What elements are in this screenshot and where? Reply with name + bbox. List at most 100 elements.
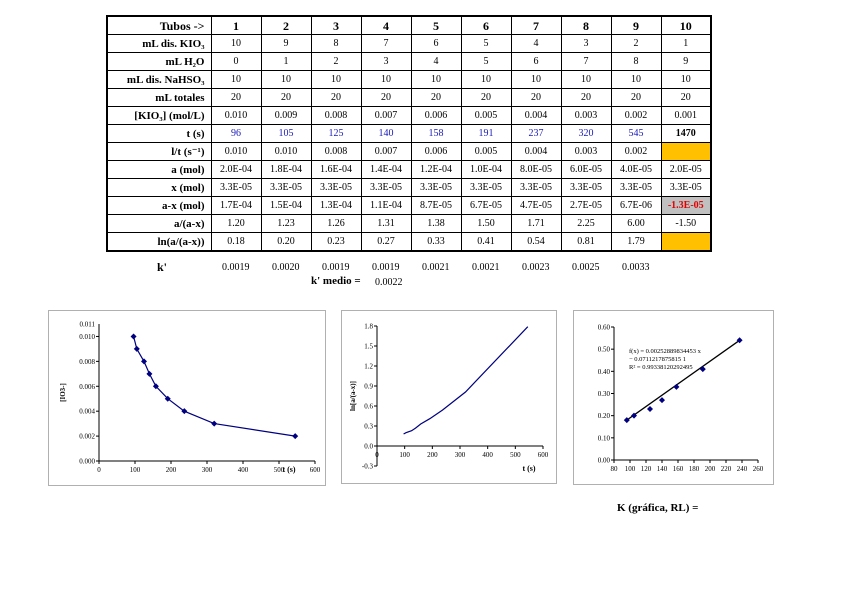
table-cell: 20 <box>660 88 712 107</box>
table-cell: 9 <box>260 34 312 53</box>
table-cell: 0.008 <box>310 106 362 125</box>
header-col-7: 7 <box>510 15 562 35</box>
y-tick-label: 1.8 <box>364 323 373 331</box>
table-cell: 3.3E-05 <box>610 178 662 197</box>
y-tick-label: 0.3 <box>364 423 373 431</box>
table-row: x (mol) 3.3E-05 3.3E-05 3.3E-05 3.3E-05 3.3E-… <box>106 178 712 197</box>
table-cell: 0.54 <box>510 232 562 252</box>
table-cell: 7 <box>360 34 412 53</box>
k-medio-value: 0.0022 <box>375 277 403 288</box>
table-cell: 5 <box>460 34 512 53</box>
data-point <box>673 383 680 390</box>
table-cell: 0.005 <box>460 142 512 161</box>
table-cell: 8.0E-05 <box>510 160 562 179</box>
data-point <box>133 345 140 352</box>
table-cell: 6.0E-05 <box>560 160 612 179</box>
y-tick-label: 0.6 <box>364 403 373 411</box>
y-tick-label: 0.00 <box>598 457 611 465</box>
data-point <box>141 358 147 365</box>
table-cell: 1.26 <box>310 214 362 233</box>
y-tick-label: 0.20 <box>598 412 611 420</box>
table-cell: 20 <box>210 88 262 107</box>
table-cell: 1.6E-04 <box>310 160 362 179</box>
header-col-2: 2 <box>260 15 312 35</box>
table-cell: 4 <box>410 52 462 71</box>
y-tick-label: 0.010 <box>79 333 95 341</box>
table-cell: 3.3E-05 <box>660 178 712 197</box>
fit-annotation: R² = 0.99338120292495 <box>629 364 693 371</box>
x-tick-label: 160 <box>673 465 684 473</box>
row-label: a-x (mol) <box>106 196 212 215</box>
table-cell: 1.2E-04 <box>410 160 462 179</box>
series-line <box>403 326 529 435</box>
table-cell: 158 <box>410 124 462 143</box>
table-cell: 1.71 <box>510 214 562 233</box>
row-label: [KIO₃] (mol/L) <box>106 106 212 125</box>
x-tick-label: 300 <box>455 451 466 459</box>
table-cell: 125 <box>310 124 362 143</box>
y-tick-label: 0.10 <box>598 434 611 442</box>
k-row-label: k' <box>157 260 168 274</box>
x-tick-label: 400 <box>238 466 249 474</box>
y-tick-label: 0.002 <box>79 433 95 441</box>
y-tick-label: 0.40 <box>598 368 611 376</box>
data-point <box>736 337 743 344</box>
k-value: 0.0023 <box>522 262 550 273</box>
k-value: 0.0021 <box>472 262 500 273</box>
data-point <box>292 433 299 440</box>
y-tick-label: 0.000 <box>79 458 95 466</box>
header-col-3: 3 <box>310 15 362 35</box>
x-tick-label: 80 <box>611 465 619 473</box>
y-tick-label: 0.9 <box>364 383 373 391</box>
row-label: mL dis. NaHSO₃ <box>106 70 212 89</box>
row-label: ln(a/(a-x)) <box>106 232 212 252</box>
table-row: mL dis. NaHSO₃ 10 10 10 10 10 10 10 10 10 10 <box>106 70 712 89</box>
table-cell: 1.0E-04 <box>460 160 512 179</box>
table-row: mL totales 20 20 20 20 20 20 20 20 20 20 <box>106 88 712 107</box>
y-tick-label: -0.3 <box>362 463 374 471</box>
table-cell: 0.007 <box>360 106 412 125</box>
table-cell: 0.003 <box>560 106 612 125</box>
data-point <box>152 383 159 390</box>
table-cell: 2.25 <box>560 214 612 233</box>
table-cell: 0.33 <box>410 232 462 252</box>
header-col-4: 4 <box>360 15 412 35</box>
header-label: Tubos -> <box>106 15 212 35</box>
x-tick-label: 500 <box>510 451 521 459</box>
data-point <box>659 397 665 404</box>
table-cell: 6 <box>410 34 462 53</box>
data-table: Tubos -> 1 2 3 4 5 6 7 8 9 10 mL dis. KIO₃ 10 9 8 7 6 5 4 3… <box>106 15 712 252</box>
table-cell: 2 <box>310 52 362 71</box>
table-cell: 10 <box>610 70 662 89</box>
table-cell: 20 <box>610 88 662 107</box>
x-tick-label: 200 <box>705 465 716 473</box>
chart-2-svg: 0.00 0.10 0.20 0.30 0.40 0.50 0.60 80 100 120 140 1… <box>598 324 764 474</box>
table-cell: 0.010 <box>260 142 312 161</box>
table-cell: 191 <box>460 124 512 143</box>
table-cell: 1.7E-04 <box>210 196 262 215</box>
x-tick-label: 260 <box>753 465 764 473</box>
table-cell: 7 <box>560 52 612 71</box>
y-tick-label: 0.011 <box>80 321 96 329</box>
x-tick-label: 200 <box>427 451 438 459</box>
table-cell: 3 <box>560 34 612 53</box>
table-cell: 0.23 <box>310 232 362 252</box>
header-col-1: 1 <box>210 15 262 35</box>
y-tick-label: 0.0 <box>364 443 373 451</box>
table-cell: 20 <box>260 88 312 107</box>
x-tick-label: 120 <box>641 465 652 473</box>
table-cell <box>660 142 712 161</box>
data-point <box>130 333 137 340</box>
fit-annotation: − 0.0711217875815 1 <box>629 356 686 363</box>
table-cell: 10 <box>310 70 362 89</box>
x-tick-label: 220 <box>721 465 732 473</box>
table-cell: 8.7E-05 <box>410 196 462 215</box>
table-cell: 0.18 <box>210 232 262 252</box>
table-cell: 3.3E-05 <box>410 178 462 197</box>
table-cell: 8 <box>310 34 362 53</box>
y-tick-label: 0.006 <box>79 383 95 391</box>
header-col-6: 6 <box>460 15 512 35</box>
table-cell: 3.3E-05 <box>360 178 412 197</box>
chart-linear-regression: 0.00 0.10 0.20 0.30 0.40 0.50 0.60 80 100 120 140 1… <box>573 310 774 485</box>
row-label: a (mol) <box>106 160 212 179</box>
